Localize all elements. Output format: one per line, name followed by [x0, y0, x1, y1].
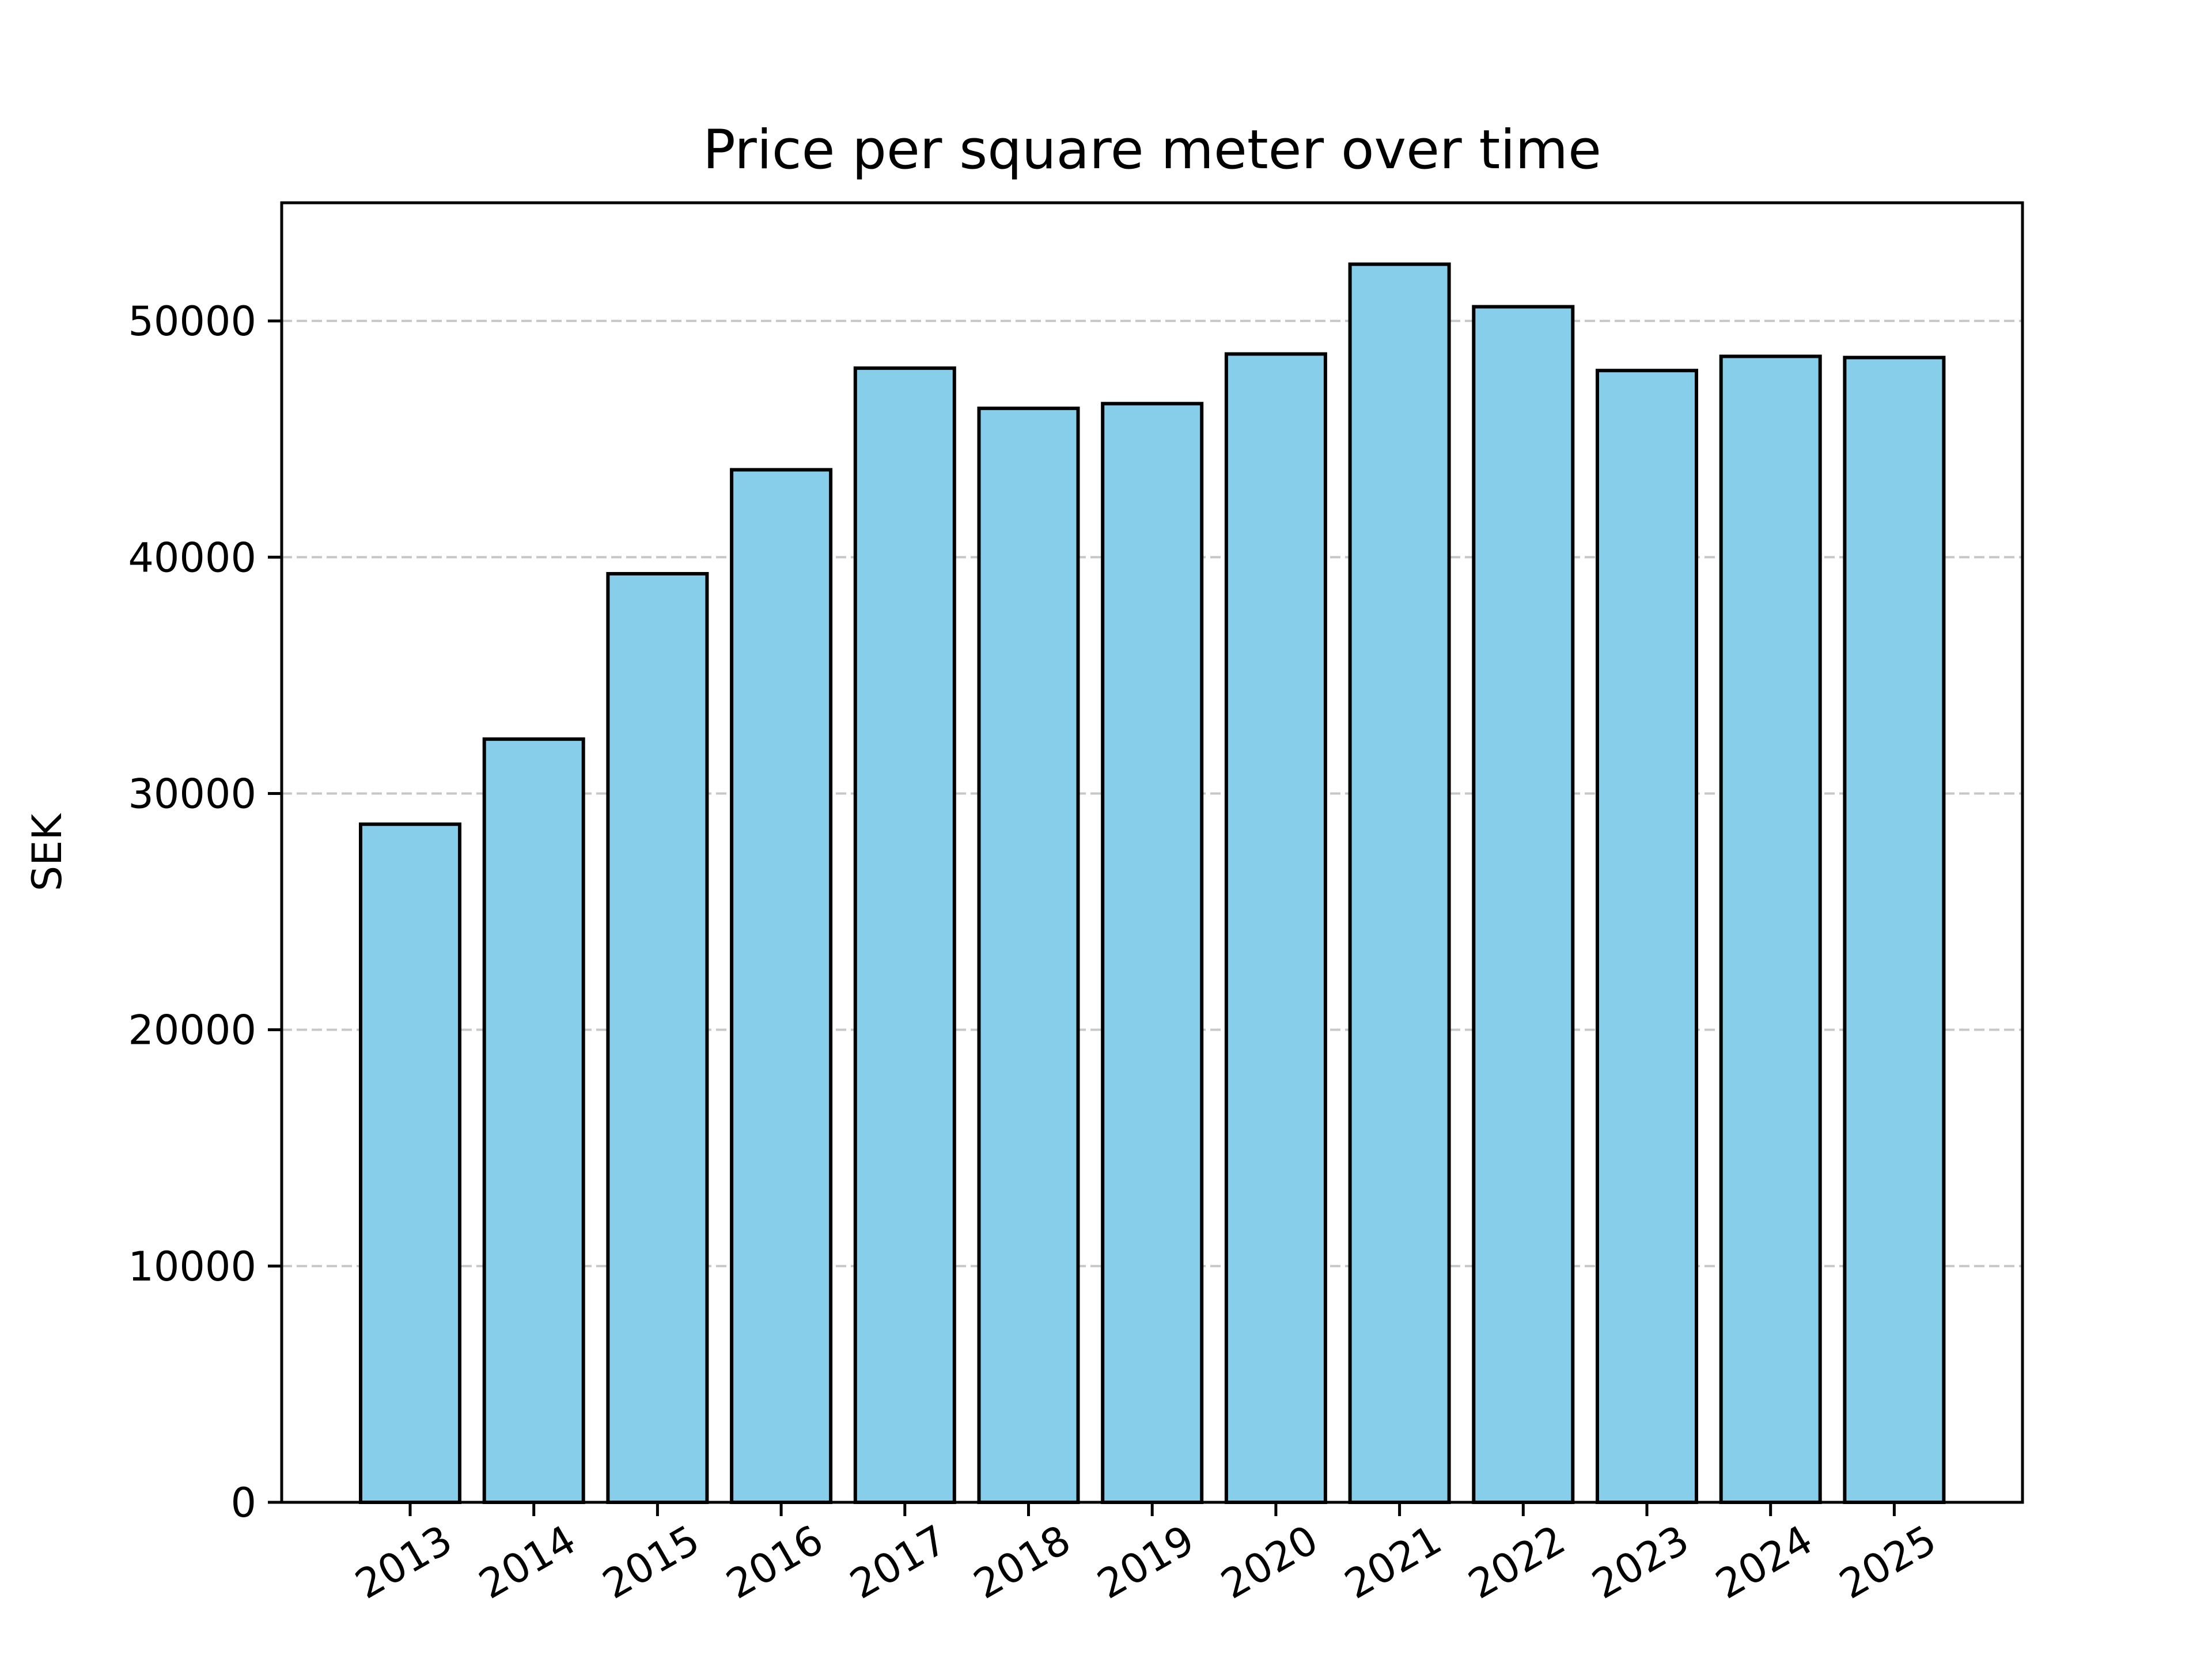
x-tick-label: 2020 [1213, 1516, 1325, 1608]
x-tick-label: 2022 [1461, 1516, 1573, 1608]
x-tick-label: 2025 [1832, 1516, 1944, 1608]
y-axis: 0 10000 20000 30000 40000 50000 [128, 298, 282, 1527]
x-tick-label: 2019 [1089, 1516, 1202, 1608]
bar-2022 [1472, 305, 1575, 1504]
x-tick-label: 2016 [718, 1516, 831, 1608]
y-tick-label: 40000 [128, 534, 256, 581]
y-tick-label: 50000 [128, 298, 256, 345]
bar-2021 [1348, 262, 1451, 1505]
bar-2023 [1596, 369, 1698, 1504]
x-tick-label: 2014 [471, 1516, 584, 1608]
bar-2014 [482, 737, 585, 1504]
y-tick-label: 10000 [128, 1243, 256, 1290]
y-axis-label: SEK [24, 813, 71, 892]
x-tick-label: 2013 [347, 1516, 460, 1608]
bar-2025 [1843, 355, 1946, 1504]
x-tick-label: 2018 [966, 1516, 1078, 1608]
chart-title: Price per square meter over time [703, 119, 1601, 181]
bar-2016 [730, 468, 833, 1504]
x-tick-label: 2023 [1584, 1516, 1696, 1608]
bar-2018 [977, 406, 1080, 1504]
bar-2024 [1719, 354, 1822, 1504]
x-tick-label: 2024 [1708, 1516, 1820, 1608]
bar-2013 [359, 822, 461, 1504]
x-tick-label: 2021 [1337, 1516, 1449, 1608]
bar-2015 [606, 571, 709, 1504]
y-tick-label: 0 [230, 1479, 256, 1527]
y-tick-label: 30000 [128, 770, 256, 817]
bar-2017 [853, 366, 956, 1504]
x-tick-label: 2017 [842, 1516, 955, 1608]
y-tick-label: 20000 [128, 1007, 256, 1054]
x-axis: 2013 2014 2015 2016 2017 2018 2019 2020 2021 2022… [347, 1502, 1944, 1608]
bar-2020 [1224, 352, 1327, 1504]
bar-2019 [1101, 402, 1204, 1504]
x-tick-label: 2015 [595, 1516, 707, 1608]
bars [359, 262, 1946, 1505]
